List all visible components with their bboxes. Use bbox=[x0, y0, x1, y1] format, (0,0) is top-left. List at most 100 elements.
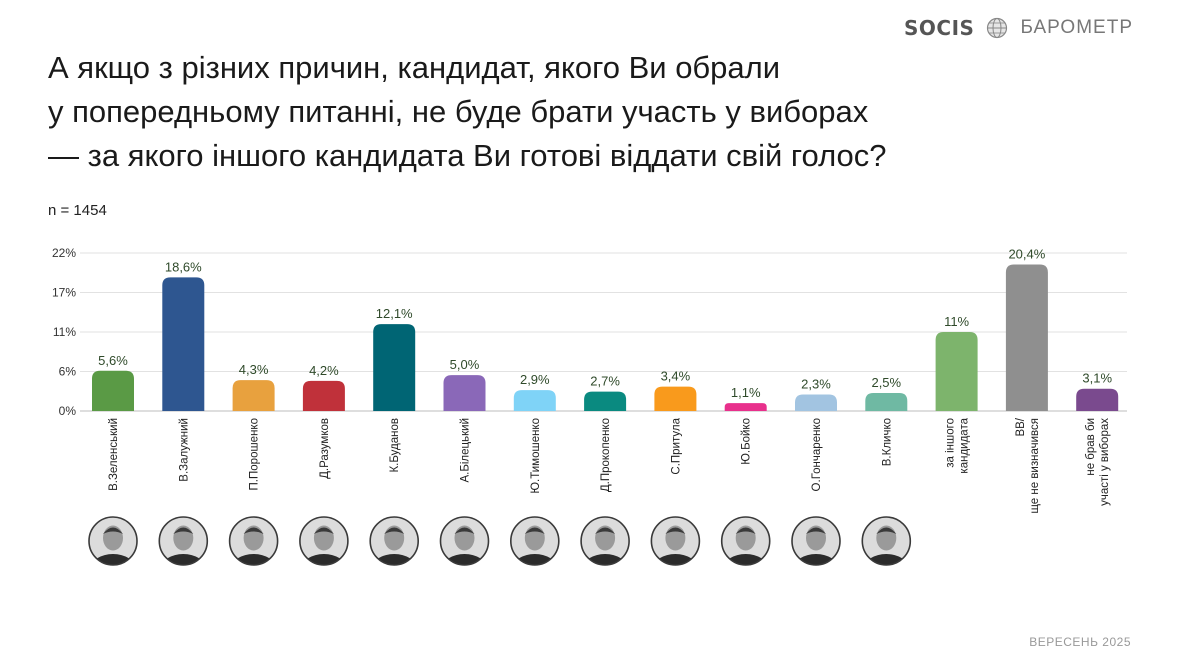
data-label: 3,4% bbox=[661, 369, 691, 384]
x-tick-label: К.Буданов bbox=[389, 418, 401, 473]
portrait-figure bbox=[512, 525, 557, 565]
candidate-portrait bbox=[509, 516, 560, 566]
portrait-figure bbox=[653, 525, 698, 565]
portrait-figure bbox=[583, 525, 628, 565]
candidate-portrait bbox=[720, 516, 771, 566]
category-label-group: за іншого кандидата bbox=[945, 417, 971, 473]
category-label-group: П.Порошенко bbox=[249, 418, 261, 490]
bar bbox=[584, 391, 627, 411]
portrait-figure bbox=[723, 525, 768, 565]
bar bbox=[935, 332, 978, 411]
data-label: 2,5% bbox=[871, 375, 901, 390]
portrait-figure bbox=[301, 525, 346, 565]
portrait-ring bbox=[791, 516, 841, 566]
candidate-portrait bbox=[158, 516, 209, 566]
x-tick-label: О.Гончаренко bbox=[811, 418, 823, 491]
portrait-ring bbox=[299, 516, 349, 566]
candidate-portrait bbox=[861, 516, 912, 566]
portrait-body bbox=[512, 554, 557, 565]
y-tick-label: 17% bbox=[52, 286, 76, 300]
y-tick-label: 6% bbox=[59, 365, 77, 379]
category-label-group: Ю.Тимошенко bbox=[530, 418, 542, 494]
title-line: у попередньому питанні, не буде брати уч… bbox=[48, 94, 869, 129]
x-tick-label: С.Притула bbox=[670, 417, 682, 474]
category-label-group: ВВ/ще не визначився bbox=[1015, 417, 1041, 513]
bar bbox=[443, 375, 486, 411]
x-tick-label: Ю.Бойко bbox=[741, 418, 753, 465]
x-tick-label: Д.Прокопенко bbox=[600, 418, 612, 492]
candidate-portrait bbox=[228, 516, 279, 566]
x-tick-label: ще не визначився bbox=[1029, 418, 1041, 514]
portrait-ring bbox=[720, 516, 771, 566]
category-label-group: В.Кличко bbox=[881, 418, 893, 466]
bar bbox=[373, 324, 416, 411]
sample-size: n = 1454 bbox=[48, 202, 107, 219]
y-tick-label: 0% bbox=[59, 404, 77, 418]
portrait-figure bbox=[442, 525, 487, 565]
data-label: 2,9% bbox=[520, 372, 550, 387]
bar bbox=[654, 386, 697, 411]
title-line: — за якого іншого кандидата Ви готові ві… bbox=[48, 138, 887, 173]
portrait-body bbox=[161, 554, 206, 565]
bar bbox=[302, 380, 345, 411]
candidate-portrait bbox=[791, 516, 841, 566]
brand-logo: SOCIS bbox=[904, 16, 975, 40]
x-tick-label: за іншого bbox=[945, 418, 957, 468]
x-tick-label: В.Кличко bbox=[881, 418, 893, 466]
data-label: 3,1% bbox=[1082, 371, 1112, 386]
bar bbox=[1076, 388, 1119, 411]
portrait-body bbox=[91, 554, 135, 565]
x-tick-label: Ю.Тимошенко bbox=[530, 418, 542, 494]
footer-date: ВЕРЕСЕНЬ 2025 bbox=[1029, 635, 1131, 649]
category-label-group: Ю.Бойко bbox=[741, 418, 753, 465]
category-label-group: В.Залужний bbox=[178, 418, 190, 482]
bar bbox=[92, 370, 134, 411]
x-tick-label: П.Порошенко bbox=[249, 418, 261, 490]
portrait-hair bbox=[806, 527, 826, 534]
category-label-group: не брав би участі у виборах bbox=[1085, 418, 1111, 506]
portrait-figure bbox=[91, 525, 135, 565]
category-label-group: С.Притула bbox=[670, 417, 682, 474]
category-label-group: Д.Разумков bbox=[319, 418, 331, 479]
data-label: 5,0% bbox=[450, 357, 480, 372]
data-label: 5,6% bbox=[98, 353, 128, 368]
portrait-body bbox=[653, 554, 698, 565]
portrait-body bbox=[723, 554, 768, 565]
portrait-figure bbox=[161, 525, 206, 565]
data-label: 2,7% bbox=[590, 374, 620, 389]
data-label: 4,3% bbox=[239, 362, 269, 377]
data-label: 18,6% bbox=[165, 259, 202, 274]
portrait-ring bbox=[88, 516, 138, 566]
x-tick-label: Д.Разумков bbox=[319, 418, 331, 479]
portrait-body bbox=[231, 554, 276, 565]
portrait-figure bbox=[864, 525, 909, 565]
globe-icon bbox=[987, 17, 1008, 39]
portrait-hair bbox=[454, 527, 475, 534]
portrait-ring bbox=[580, 516, 630, 566]
bar bbox=[232, 380, 275, 411]
portrait-ring bbox=[158, 516, 209, 566]
portrait-body bbox=[794, 554, 838, 565]
brand: SOCIS БАРОМЕТР bbox=[904, 16, 1133, 40]
portrait-ring bbox=[369, 516, 420, 566]
bar bbox=[724, 403, 767, 411]
category-label-group: К.Буданов bbox=[389, 418, 401, 473]
candidate-portrait bbox=[650, 516, 701, 566]
candidate-portrait bbox=[299, 516, 349, 566]
portrait-body bbox=[301, 554, 346, 565]
x-tick-label: В.Зеленський bbox=[108, 418, 120, 491]
data-label: 11% bbox=[944, 314, 969, 329]
portrait-ring bbox=[861, 516, 912, 566]
candidate-portrait bbox=[580, 516, 630, 566]
brand-label: БАРОМЕТР bbox=[1020, 17, 1133, 38]
data-label: 12,1% bbox=[376, 306, 413, 321]
portrait-body bbox=[864, 554, 909, 565]
category-label-group: Д.Прокопенко bbox=[600, 418, 612, 492]
data-label: 4,2% bbox=[309, 363, 339, 378]
portrait-body bbox=[372, 554, 417, 565]
portrait-body bbox=[442, 554, 487, 565]
portrait-ring bbox=[509, 516, 560, 566]
bar bbox=[162, 277, 205, 411]
candidate-portrait bbox=[88, 516, 138, 566]
bar bbox=[795, 394, 837, 411]
